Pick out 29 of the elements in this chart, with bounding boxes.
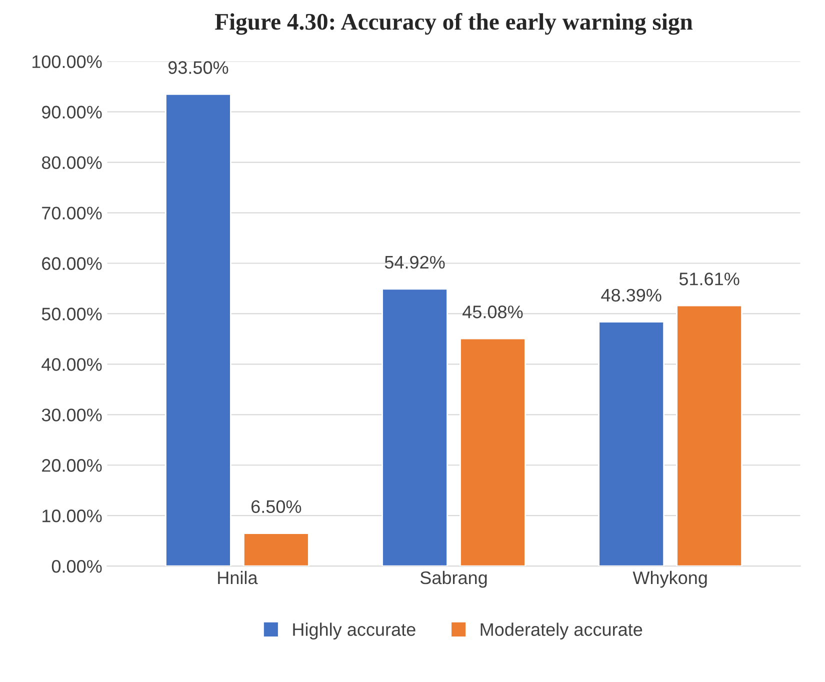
data-label: 45.08% [462, 306, 523, 318]
data-label: 6.50% [251, 500, 302, 514]
bar [382, 288, 448, 566]
data-label: 54.92% [384, 256, 445, 269]
bar [242, 532, 310, 566]
x-tick-label: Hnila [218, 570, 258, 584]
legend-label: Moderately accurate [480, 622, 642, 640]
y-tick-label: 100.00% [32, 55, 102, 68]
x-tick-label: Sabrang [420, 570, 487, 588]
data-label: 48.39% [601, 288, 662, 302]
y-tick-label: 0.00% [52, 560, 102, 573]
chart-title: Figure 4.30: Accuracy of the early warning sign [215, 12, 693, 35]
bar [165, 93, 232, 566]
y-tick-label: 30.00% [42, 408, 102, 422]
legend-label: Highly accurate [293, 622, 416, 640]
data-label: 93.50% [168, 61, 228, 74]
data-label: 51.61% [679, 272, 740, 286]
bar [598, 321, 665, 566]
x-tick-label: Whykong [632, 570, 707, 588]
y-tick-label: 90.00% [42, 106, 102, 119]
y-tick-label: 10.00% [42, 510, 102, 522]
y-tick-label: 20.00% [42, 459, 102, 472]
y-tick-label: 60.00% [42, 257, 102, 270]
y-tick-label: 70.00% [42, 206, 102, 220]
bar [676, 304, 742, 566]
y-tick-label: 80.00% [42, 156, 102, 170]
y-tick-label: 40.00% [42, 358, 102, 371]
bar [460, 338, 526, 566]
y-tick-label: 50.00% [42, 308, 102, 320]
